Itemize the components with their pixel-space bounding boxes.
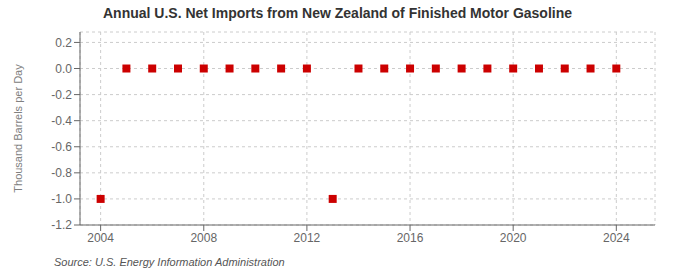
html-text:Source: U.S. Energy Informatio: Source: U.S. Energy Information Administ… [54, 256, 285, 268]
svg-text:Thousand Barrels per Day: Thousand Barrels per Day [12, 64, 24, 193]
svg-text:-0.4: -0.4 [51, 114, 72, 128]
svg-text:2020: 2020 [500, 231, 527, 245]
svg-text:-0.8: -0.8 [51, 166, 72, 180]
svg-text:-0.6: -0.6 [51, 140, 72, 154]
svg-text:-1.2: -1.2 [51, 218, 72, 232]
svg-text:2012: 2012 [294, 231, 321, 245]
svg-text:-0.2: -0.2 [51, 88, 72, 102]
svg-text:2008: 2008 [190, 231, 217, 245]
svg-text:2016: 2016 [397, 231, 424, 245]
svg-text:-1.0: -1.0 [51, 192, 72, 206]
svg-text:0.0: 0.0 [55, 62, 72, 76]
svg-text:0.2: 0.2 [55, 36, 72, 50]
html-text:Annual U.S. Net Imports from N: Annual U.S. Net Imports from New Zealand… [103, 5, 572, 21]
svg-text:2004: 2004 [87, 231, 114, 245]
svg-text:2024: 2024 [603, 231, 630, 245]
